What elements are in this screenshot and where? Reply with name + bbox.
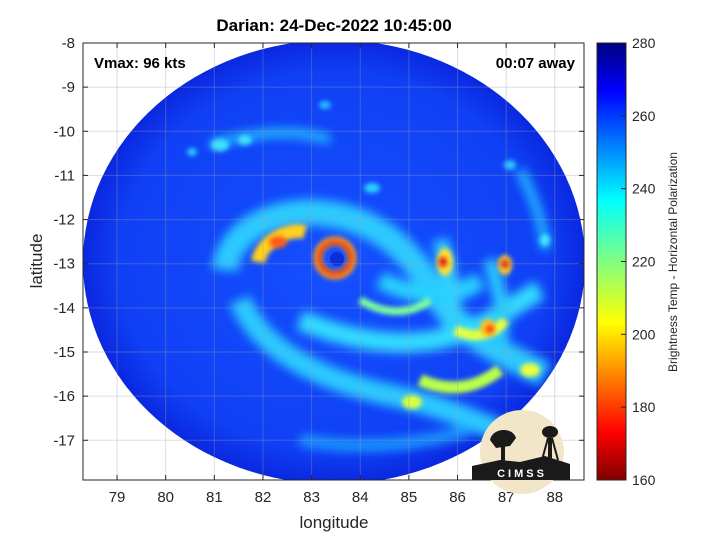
- x-tick-label: 81: [206, 489, 223, 506]
- brightness-temperature-swath: [83, 43, 584, 480]
- colorbar-tick-label: 280: [632, 35, 656, 51]
- map-title: Darian: 24-Dec-2022 10:45:00: [216, 16, 451, 35]
- colorbar-tick-label: 260: [632, 108, 656, 124]
- y-tick-label: -11: [54, 167, 75, 184]
- x-tick-label: 88: [546, 489, 563, 506]
- y-tick-label: -9: [62, 79, 75, 96]
- x-tick-label: 87: [498, 489, 515, 506]
- y-axis-label: latitude: [27, 234, 46, 289]
- x-tick-label: 86: [449, 489, 466, 506]
- vmax-label: Vmax: 96 kts: [94, 55, 186, 72]
- time-away-label: 00:07 away: [496, 55, 576, 72]
- cimss-logo: CIMSS: [472, 410, 570, 494]
- x-axis-label: longitude: [299, 513, 368, 532]
- x-tick-label: 80: [157, 489, 174, 506]
- colorbar-label: Brightness Temp - Horizontal Polarizatio…: [666, 152, 680, 372]
- colorbar-tick-label: 240: [632, 181, 656, 197]
- colorbar-ticks: 160 180 200 220 240 260 280: [621, 35, 656, 488]
- y-tick-label: -12: [53, 212, 75, 229]
- x-axis: 79 80 81 82 83 84 85 86 87 88: [109, 43, 563, 506]
- colorbar-tick-label: 160: [632, 472, 656, 488]
- colorbar-tick-label: 200: [632, 326, 656, 342]
- y-axis: -8 -9 -10 -11 -12 -13 -14 -15 -16 -17: [53, 35, 584, 449]
- colorbar-tick-label: 180: [632, 399, 656, 415]
- x-tick-label: 84: [352, 489, 369, 506]
- y-tick-label: -13: [53, 256, 75, 273]
- x-tick-label: 79: [109, 489, 126, 506]
- y-tick-label: -10: [53, 123, 75, 140]
- colorbar-tick-label: 220: [632, 254, 656, 270]
- x-tick-label: 82: [255, 489, 272, 506]
- x-tick-label: 85: [401, 489, 418, 506]
- y-tick-label: -16: [53, 388, 75, 405]
- y-tick-label: -15: [53, 344, 75, 361]
- grid-lines: [83, 43, 584, 480]
- y-tick-label: -8: [62, 35, 75, 52]
- cimss-logo-text: CIMSS: [497, 468, 547, 480]
- x-tick-label: 83: [303, 489, 320, 506]
- axes-frame: [82, 42, 585, 481]
- y-tick-label: -14: [53, 300, 75, 317]
- y-tick-label: -17: [53, 432, 75, 449]
